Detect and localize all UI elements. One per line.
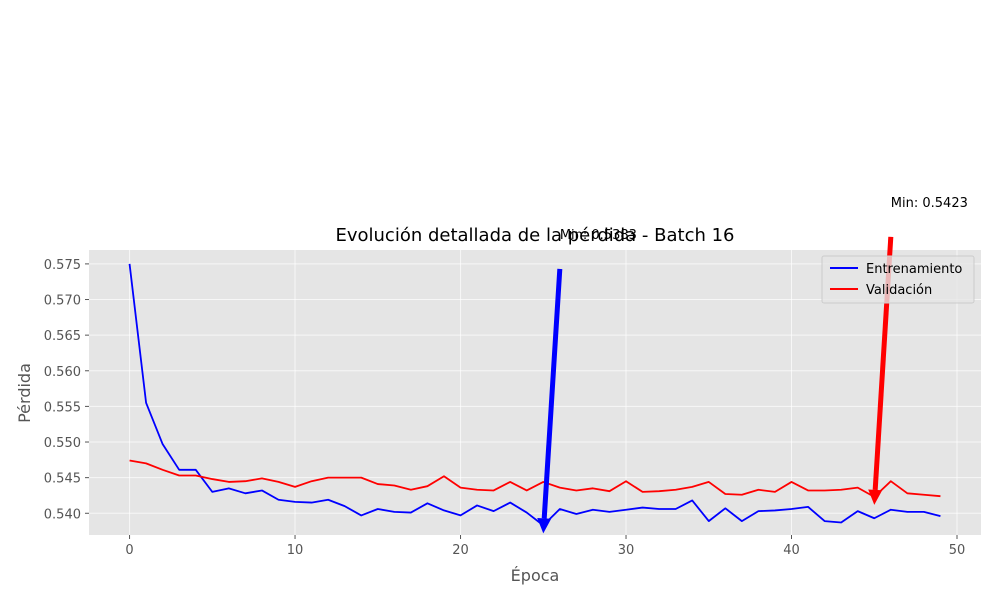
annotation-arrow-head — [868, 489, 883, 505]
x-tick-label: 50 — [949, 543, 966, 558]
annotation-label: Min: 0.5423 — [891, 196, 968, 211]
y-ticks: 0.540 0.545 0.550 0.555 0.560 0.565 0.570 0.575 — [44, 258, 89, 522]
annotation-arrow-head — [537, 518, 552, 534]
x-tick-label: 0 — [125, 543, 133, 558]
y-tick-label: 0.550 — [44, 436, 81, 451]
legend-box — [821, 255, 975, 304]
chart-title: Evolución detallada de la pérdida - Batc… — [335, 225, 734, 246]
y-tick-label: 0.570 — [44, 294, 81, 309]
y-tick-label: 0.565 — [44, 329, 81, 344]
y-tick-label: 0.555 — [44, 400, 81, 415]
y-axis-label: Pérdida — [15, 363, 34, 423]
legend: Entrenamiento Validación — [821, 255, 975, 304]
y-tick-label: 0.545 — [44, 472, 81, 487]
grid — [89, 250, 981, 535]
annotation-label: Min: 0.5383 — [560, 228, 637, 243]
x-tick-label: 40 — [783, 543, 800, 558]
y-tick-label: 0.540 — [44, 507, 81, 522]
legend-label-validacion: Validación — [866, 283, 932, 298]
legend-label-entrenamiento: Entrenamiento — [866, 262, 962, 277]
series-line-entrenamiento — [128, 263, 941, 527]
y-tick-label: 0.560 — [44, 365, 81, 380]
x-tick-label: 30 — [618, 543, 635, 558]
y-tick-label: 0.575 — [44, 258, 81, 273]
x-tick-label: 10 — [287, 543, 304, 558]
series-line-validacion — [129, 459, 941, 498]
x-ticks: 0 10 20 30 40 50 — [125, 535, 965, 558]
x-tick-label: 20 — [452, 543, 469, 558]
annotation-arrow-shaft — [541, 268, 563, 519]
x-axis-label: Época — [511, 566, 560, 585]
series-lines — [128, 263, 941, 527]
